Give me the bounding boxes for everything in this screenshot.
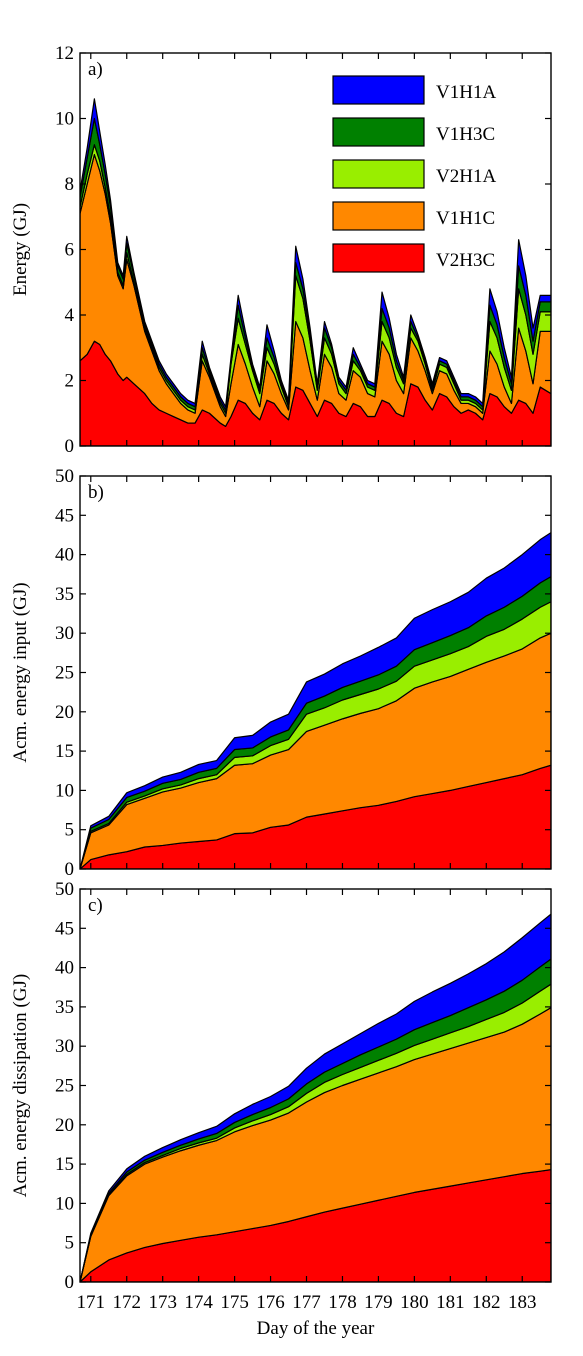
legend-swatch-v1h1c [332, 201, 425, 231]
y-axis-label: Energy (GJ) [10, 203, 31, 296]
y-tick-label: 20 [55, 702, 74, 723]
x-tick-label: 174 [184, 1292, 213, 1313]
x-tick-label: 181 [436, 1292, 465, 1313]
legend-label-v1h1c: V1H1C [436, 208, 495, 229]
y-tick-label: 40 [55, 545, 74, 566]
y-tick-label: 25 [55, 1076, 74, 1097]
legend: V1H1A V1H3C V2H1A V1H1C V2H3C [332, 75, 496, 273]
y-tick-label: 40 [55, 958, 74, 979]
y-tick-label: 45 [55, 505, 74, 526]
area-v1h1a [80, 531, 551, 869]
legend-swatch-v1h3c [332, 117, 425, 147]
panel-a: 0 2 4 6 8 10 12 a) Energy (GJ) [10, 43, 552, 457]
y-tick-label: 50 [55, 466, 74, 487]
x-tick-label: 177 [292, 1292, 321, 1313]
x-tick-label: 182 [472, 1292, 501, 1313]
y-tick-label: 0 [65, 859, 75, 880]
y-axis-label: Acm. energy input (GJ) [10, 582, 31, 762]
y-axis-label: Acm. energy dissipation (GJ) [10, 974, 31, 1197]
panel-label: c) [88, 895, 103, 916]
y-tick-label: 8 [65, 174, 75, 195]
y-tick-label: 10 [55, 1193, 74, 1214]
x-tick-label: 173 [148, 1292, 177, 1313]
legend-label-v1h3c: V1H3C [436, 124, 495, 145]
y-tick-label: 5 [65, 1233, 75, 1254]
x-tick-label: 172 [112, 1292, 141, 1313]
y-tick-label: 12 [55, 43, 74, 64]
panel-b: 0 5 10 15 20 25 30 35 40 45 50 b) Acm. energy input … [10, 466, 552, 880]
y-tick-label: 45 [55, 918, 74, 939]
legend-label-v2h3c: V2H3C [436, 250, 495, 271]
legend-label-v1h1a: V1H1A [436, 82, 496, 103]
y-tick-label: 5 [65, 820, 75, 841]
y-tick-label: 30 [55, 1036, 74, 1057]
area-v1h1a [80, 913, 551, 1282]
y-tick-label: 30 [55, 623, 74, 644]
y-tick-label: 15 [55, 1154, 74, 1175]
y-tick-label: 25 [55, 663, 74, 684]
y-tick-label: 4 [65, 305, 75, 326]
stacked-areas [80, 913, 551, 1282]
y-tick-label: 35 [55, 997, 74, 1018]
panel-c: 0 5 10 15 20 25 30 35 40 45 50 171 172 173 174 175 176 17… [10, 879, 552, 1339]
x-tick-label: 176 [256, 1292, 285, 1313]
y-tick-label: 20 [55, 1115, 74, 1136]
x-tick-label: 171 [77, 1292, 106, 1313]
stacked-areas [80, 531, 551, 869]
y-tick-label: 2 [65, 371, 75, 392]
y-tick-label: 50 [55, 879, 74, 900]
panel-label: b) [88, 482, 104, 503]
y-tick-label: 35 [55, 584, 74, 605]
y-tick-label: 6 [65, 240, 75, 261]
legend-swatch-v1h1a [332, 75, 425, 105]
y-tick-label: 0 [65, 1272, 75, 1293]
y-tick-label: 10 [55, 780, 74, 801]
x-tick-label: 178 [328, 1292, 357, 1313]
x-tick-label: 183 [508, 1292, 537, 1313]
y-tick-label: 10 [55, 109, 74, 130]
x-tick-label: 179 [364, 1292, 393, 1313]
x-axis-label: Day of the year [257, 1318, 375, 1339]
x-tick-label: 175 [220, 1292, 249, 1313]
legend-swatch-v2h1a [332, 159, 425, 189]
stacked-areas [80, 98, 551, 446]
y-tick-label: 15 [55, 741, 74, 762]
x-tick-label: 180 [400, 1292, 429, 1313]
panel-label: a) [88, 59, 103, 80]
legend-swatch-v2h3c [332, 243, 425, 273]
y-tick-label: 0 [65, 436, 75, 457]
legend-label-v2h1a: V2H1A [436, 166, 496, 187]
area-v1h1a [80, 98, 551, 411]
